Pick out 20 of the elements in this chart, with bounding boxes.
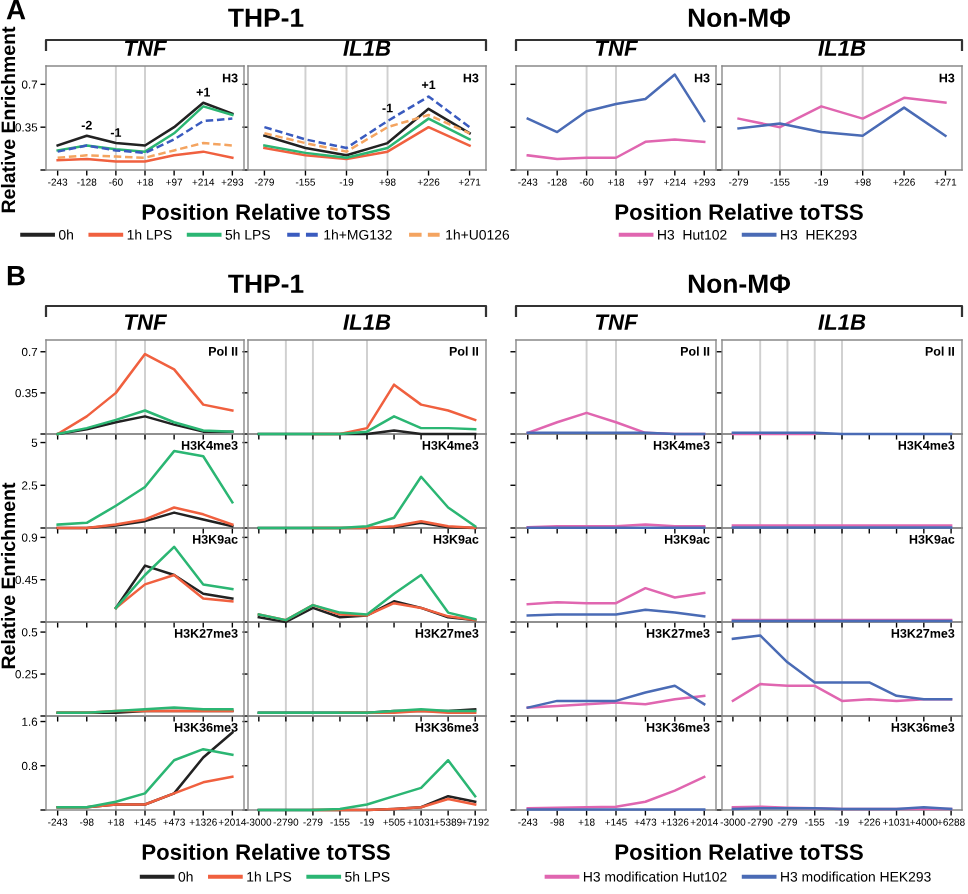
y-axis-title: Relative Enrichment xyxy=(0,482,16,669)
text: Non-MΦ xyxy=(688,8,791,28)
chart-title: IL1B xyxy=(343,40,391,56)
x-axis-title: Position Relative toTSS xyxy=(615,203,863,220)
text: B xyxy=(7,266,25,286)
x-axis-title: Position Relative toTSS xyxy=(142,843,390,860)
chart-title: TNF xyxy=(124,40,168,56)
chart-title: IL1B xyxy=(818,314,866,330)
text: THP-1 xyxy=(228,8,304,27)
chart-title: TNF xyxy=(124,314,168,330)
chart-title: TNF xyxy=(595,40,639,56)
text: A xyxy=(6,0,26,20)
x-axis-title: Position Relative toTSS xyxy=(142,203,390,220)
chart-title: IL1B xyxy=(818,40,866,56)
chart-title: TNF xyxy=(595,314,639,330)
text: Non-MΦ xyxy=(688,274,791,294)
x-axis-title: Position Relative toTSS xyxy=(615,843,863,860)
chart-title: IL1B xyxy=(343,314,391,330)
y-axis-title: Relative Enrichment xyxy=(0,26,16,213)
text: THP-1 xyxy=(228,274,304,293)
